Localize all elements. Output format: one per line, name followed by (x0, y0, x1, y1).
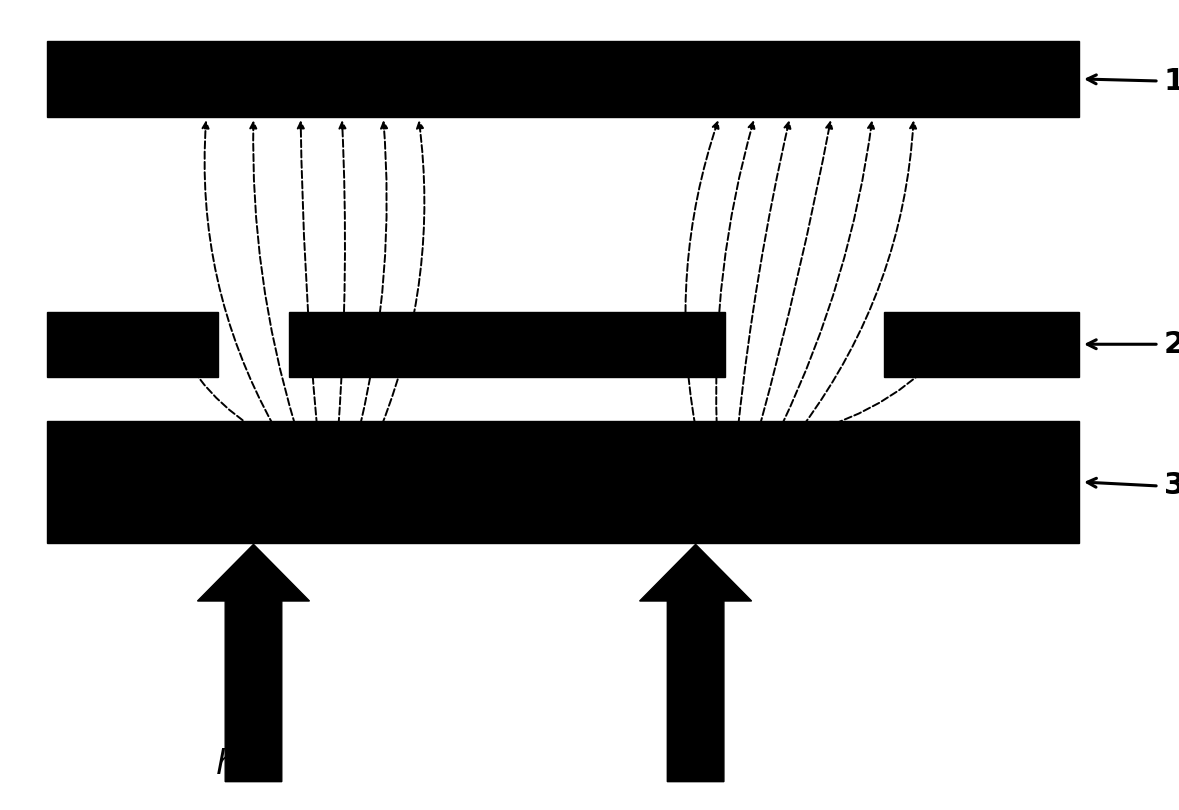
Text: $e$: $e$ (849, 424, 865, 450)
Circle shape (746, 428, 772, 446)
Bar (47, 421, 1079, 543)
Text: 1: 1 (1164, 66, 1179, 96)
Circle shape (368, 428, 394, 446)
FancyArrow shape (197, 544, 309, 782)
Circle shape (262, 428, 288, 446)
Text: 3: 3 (1164, 471, 1179, 501)
Circle shape (725, 428, 751, 446)
Circle shape (704, 428, 730, 446)
Circle shape (325, 428, 351, 446)
FancyArrow shape (639, 544, 752, 782)
Circle shape (768, 428, 793, 446)
Circle shape (810, 428, 836, 446)
Text: $h\nu$: $h\nu$ (216, 749, 256, 782)
Bar (289, 312, 725, 377)
Circle shape (683, 428, 709, 446)
Bar (47, 312, 218, 377)
Circle shape (304, 428, 330, 446)
Circle shape (283, 428, 309, 446)
Bar (47, 40, 1079, 117)
Bar (884, 312, 1079, 377)
Text: 2: 2 (1164, 330, 1179, 359)
Circle shape (347, 428, 373, 446)
Circle shape (241, 428, 266, 446)
Text: $e$: $e$ (208, 424, 224, 450)
Circle shape (789, 428, 815, 446)
